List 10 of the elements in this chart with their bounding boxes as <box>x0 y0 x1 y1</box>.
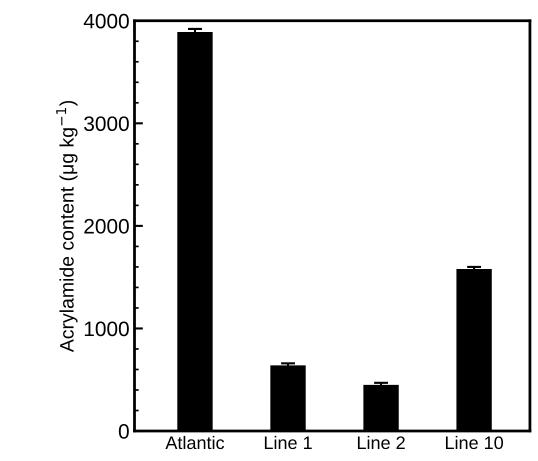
x-tick-label: Line 1 <box>264 436 312 450</box>
x-tick-label: Line 10 <box>446 436 504 450</box>
x-tick-label: Line 2 <box>358 436 405 450</box>
x-tick-label: Atlantic <box>165 436 224 450</box>
y-tick-label: 3000 <box>84 116 129 132</box>
y-axis-title: Acrylamide content (μg kg$^{−1}$) <box>56 100 78 352</box>
y-tick-label: 2000 <box>84 218 129 234</box>
y-tick-label: 4000 <box>84 14 129 28</box>
y-tick-label: 0 <box>118 424 129 439</box>
y-tick-label: 1000 <box>84 321 129 336</box>
